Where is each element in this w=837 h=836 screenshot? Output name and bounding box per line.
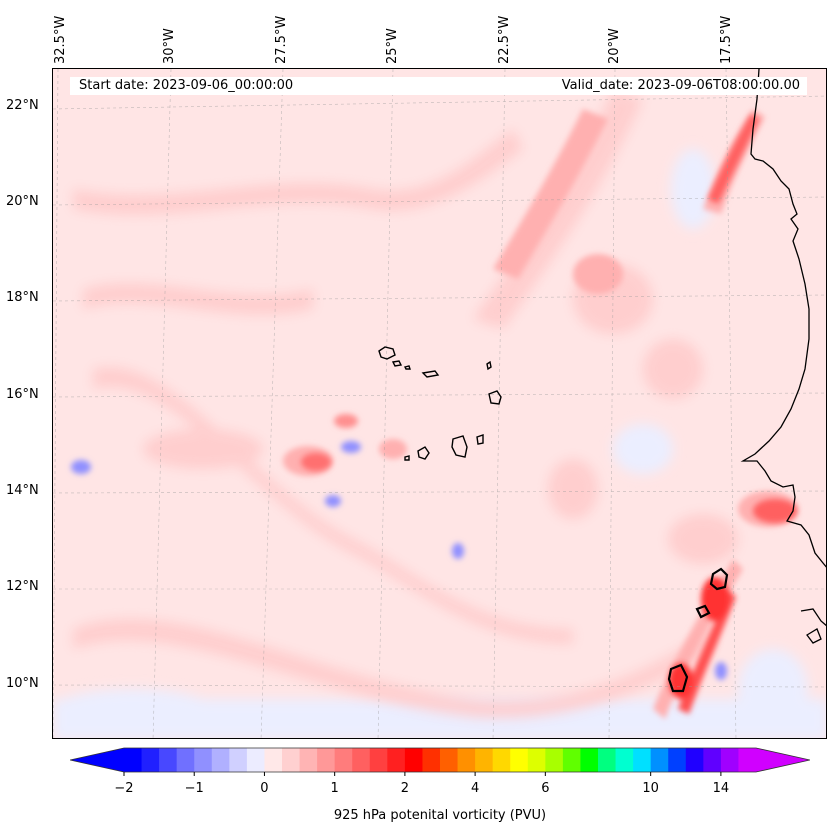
colorbar-tick-label: 1 — [330, 781, 339, 796]
colorbar-cell — [176, 748, 195, 772]
colorbar-cell — [598, 748, 617, 772]
colorbar-cell — [334, 748, 353, 772]
colorbar-cell — [352, 748, 371, 772]
lat-label: 14°N — [6, 483, 39, 498]
africa-coastline — [740, 69, 826, 568]
lat-label: 22°N — [6, 98, 39, 113]
colorbar-cell — [246, 748, 265, 772]
valid-date-label: Valid_date: 2023-09-06T08:00:00.00 — [561, 78, 800, 93]
colorbar-cell — [387, 748, 406, 772]
colorbar-tick-label: 4 — [470, 781, 480, 796]
colorbar-cell — [264, 748, 283, 772]
brava-island — [404, 455, 410, 461]
colorbar-cell — [159, 748, 178, 772]
colorbar-cell — [510, 748, 529, 772]
santo-antao-island — [378, 346, 396, 360]
colorbar-cell — [282, 748, 301, 772]
coastline — [740, 69, 826, 644]
colorbar-cell — [124, 748, 143, 772]
colorbar-cell — [299, 748, 318, 772]
colorbar-extend-max — [756, 748, 810, 772]
colorbar-cell — [194, 748, 213, 772]
guinea-coast — [800, 608, 826, 627]
colorbar-cell — [317, 748, 336, 772]
colorbar-cell — [650, 748, 669, 772]
colorbar-cell — [615, 748, 634, 772]
colorbar-cell — [633, 748, 652, 772]
islands — [378, 346, 729, 693]
colorbar-cell — [229, 748, 248, 772]
santiago-island — [451, 435, 468, 458]
colorbar-cell — [703, 748, 722, 772]
colorbar-cell — [211, 748, 230, 772]
lat-label: 18°N — [6, 290, 39, 305]
date-info-box: Start date: 2023-09-06_00:00:00 Valid_da… — [70, 77, 807, 95]
colorbar-cell — [141, 748, 160, 772]
colorbar-cell — [422, 748, 441, 772]
colorbar-cell — [404, 748, 423, 772]
colorbar — [70, 747, 810, 776]
sao-nicolau-island — [421, 370, 440, 378]
lat-label: 12°N — [6, 579, 39, 594]
sao-vicente-island — [391, 360, 403, 367]
colorbar-extend-min — [70, 748, 124, 772]
colorbar-tick-label: −1 — [184, 781, 204, 796]
gridlines — [53, 69, 826, 738]
start-date-label: Start date: 2023-09-06_00:00:00 — [79, 78, 294, 93]
colorbar-cell — [720, 748, 739, 772]
colorbar-cell — [440, 748, 459, 772]
map-panel — [52, 68, 827, 739]
colorbar-tick-label: 6 — [541, 781, 550, 796]
colorbar-cell — [580, 748, 599, 772]
pv-negative-spots — [71, 441, 727, 680]
colorbar-cell — [545, 748, 564, 772]
lat-label: 20°N — [6, 194, 39, 209]
bissau-island-3 — [667, 663, 689, 693]
colorbar-cell — [685, 748, 704, 772]
boa-vista-island — [488, 390, 502, 405]
pv-strong-features — [301, 114, 797, 714]
bissau-island-2 — [695, 604, 711, 619]
colorbar-cell — [492, 748, 511, 772]
lat-label: 16°N — [6, 387, 39, 402]
colorbar-tick-label: 2 — [400, 781, 410, 796]
colorbar-cell — [527, 748, 546, 772]
colorbar-cell — [668, 748, 687, 772]
colorbar-tick-label: −2 — [114, 781, 134, 796]
bijagos-islands — [806, 628, 822, 644]
potential-vorticity-field — [53, 69, 826, 738]
maio-island — [476, 434, 484, 445]
colorbar-cell — [369, 748, 388, 772]
colorbar-cell — [475, 748, 494, 772]
colorbar-cell — [562, 748, 581, 772]
colorbar-cell — [457, 748, 476, 772]
fogo-island — [417, 446, 430, 460]
bissau-island-1 — [709, 567, 729, 591]
colorbar-label: 925 hPa potenital vorticity (PVU) — [333, 808, 547, 823]
lat-label: 10°N — [6, 676, 39, 691]
sal-island — [486, 360, 492, 371]
colorbar-tick-label: 0 — [260, 781, 269, 796]
colorbar-tick-label: 14 — [712, 781, 730, 796]
colorbar-cell — [738, 748, 757, 772]
colorbar-tick-label: 10 — [642, 781, 659, 796]
